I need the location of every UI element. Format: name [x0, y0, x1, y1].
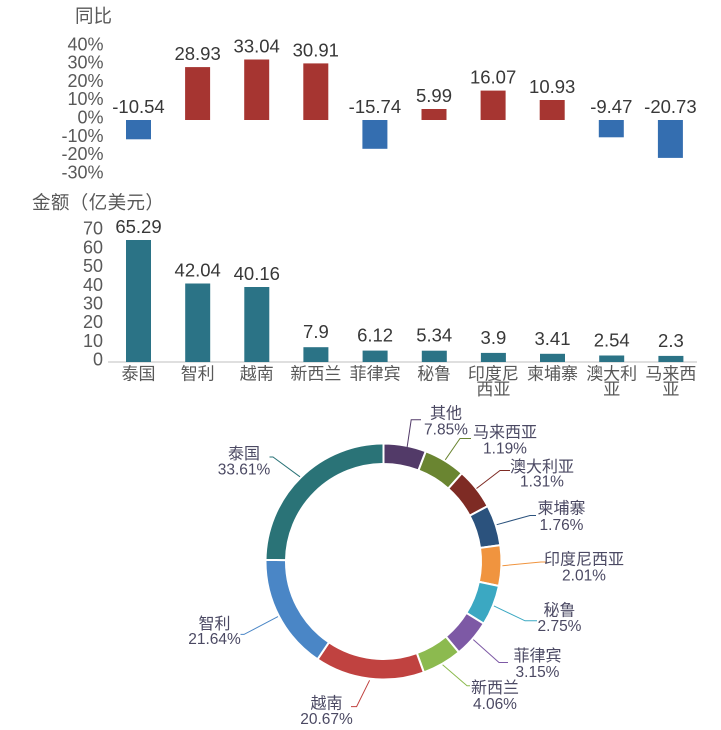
svg-text:40.16: 40.16 — [234, 263, 280, 284]
svg-text:2.75%: 2.75% — [538, 618, 582, 635]
svg-text:-10.54: -10.54 — [112, 96, 164, 117]
svg-text:16.07: 16.07 — [470, 67, 516, 88]
svg-text:65.29: 65.29 — [115, 216, 161, 237]
svg-text:6.12: 6.12 — [357, 325, 393, 346]
svg-text:马来西亚: 马来西亚 — [473, 424, 537, 442]
svg-text:7.85%: 7.85% — [424, 422, 468, 439]
svg-text:4.06%: 4.06% — [473, 696, 517, 713]
svg-text:40: 40 — [83, 275, 103, 295]
svg-text:60: 60 — [83, 237, 103, 257]
svg-text:秘鲁: 秘鲁 — [543, 602, 575, 620]
svg-text:印度尼西亚: 印度尼西亚 — [544, 551, 624, 569]
svg-text:印度尼西亚: 印度尼西亚 — [468, 364, 519, 399]
svg-text:2.01%: 2.01% — [562, 568, 606, 585]
svg-text:智利: 智利 — [198, 615, 230, 633]
svg-text:1.31%: 1.31% — [520, 474, 564, 491]
svg-text:-9.47: -9.47 — [590, 96, 632, 117]
svg-text:-10%: -10% — [61, 126, 103, 146]
svg-text:同比: 同比 — [75, 6, 112, 27]
svg-text:10.93: 10.93 — [529, 76, 575, 97]
svg-text:-20.73: -20.73 — [644, 96, 696, 117]
svg-text:70: 70 — [83, 219, 103, 239]
svg-text:40%: 40% — [67, 34, 103, 54]
svg-text:5.34: 5.34 — [416, 325, 452, 346]
svg-text:7.9: 7.9 — [303, 321, 329, 342]
svg-text:新西兰: 新西兰 — [290, 364, 341, 383]
svg-text:3.15%: 3.15% — [516, 664, 560, 681]
svg-text:泰国: 泰国 — [228, 445, 260, 463]
svg-text:泰国: 泰国 — [122, 364, 156, 383]
svg-text:-20%: -20% — [61, 144, 103, 164]
svg-text:0%: 0% — [77, 108, 103, 128]
svg-text:越南: 越南 — [310, 695, 342, 713]
svg-text:10: 10 — [83, 331, 103, 351]
svg-text:5.99: 5.99 — [416, 85, 452, 106]
svg-text:3.9: 3.9 — [481, 327, 507, 348]
svg-text:28.93: 28.93 — [174, 43, 220, 64]
svg-text:柬埔寨: 柬埔寨 — [527, 364, 578, 383]
svg-text:菲律宾: 菲律宾 — [513, 647, 561, 665]
svg-text:秘鲁: 秘鲁 — [417, 364, 451, 383]
svg-text:21.64%: 21.64% — [188, 631, 241, 648]
svg-text:越南: 越南 — [240, 364, 274, 383]
svg-text:20%: 20% — [67, 71, 103, 91]
svg-text:42.04: 42.04 — [175, 260, 221, 281]
svg-text:20: 20 — [83, 312, 103, 332]
svg-text:澳大利亚: 澳大利亚 — [510, 458, 574, 476]
svg-text:2.54: 2.54 — [594, 330, 630, 351]
svg-text:3.41: 3.41 — [534, 328, 570, 349]
svg-text:金额（亿美元）: 金额（亿美元） — [32, 192, 164, 213]
svg-text:30%: 30% — [67, 53, 103, 73]
svg-text:33.04: 33.04 — [234, 36, 280, 57]
svg-text:智利: 智利 — [181, 364, 215, 383]
svg-text:-30%: -30% — [61, 162, 103, 182]
svg-text:新西兰: 新西兰 — [471, 679, 519, 697]
svg-text:10%: 10% — [67, 89, 103, 109]
svg-text:其他: 其他 — [430, 405, 462, 423]
svg-text:30: 30 — [83, 294, 103, 314]
svg-text:柬埔寨: 柬埔寨 — [537, 500, 585, 518]
svg-text:0: 0 — [93, 350, 103, 370]
svg-text:1.76%: 1.76% — [540, 517, 584, 534]
svg-text:2.3: 2.3 — [658, 330, 684, 351]
svg-text:50: 50 — [83, 256, 103, 276]
svg-text:30.91: 30.91 — [293, 39, 339, 60]
svg-text:20.67%: 20.67% — [300, 711, 353, 728]
svg-text:菲律宾: 菲律宾 — [350, 364, 401, 383]
svg-text:-15.74: -15.74 — [349, 96, 401, 117]
svg-text:1.19%: 1.19% — [483, 441, 527, 458]
svg-text:33.61%: 33.61% — [218, 461, 271, 478]
